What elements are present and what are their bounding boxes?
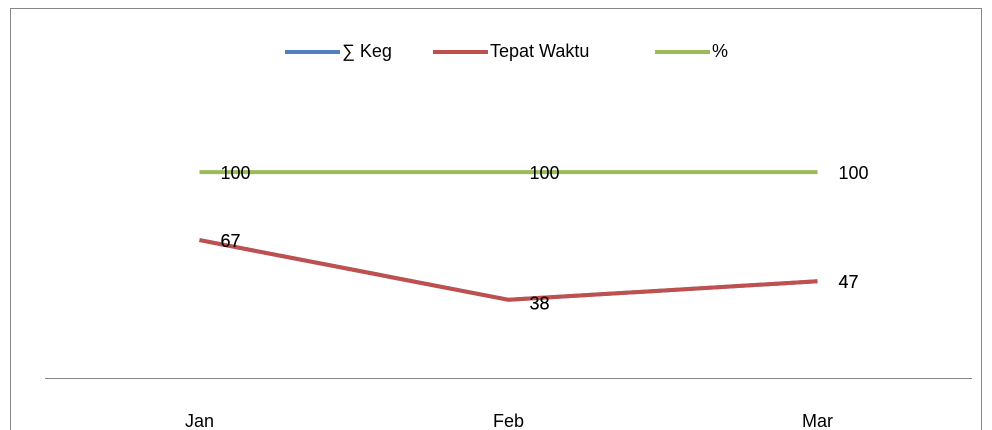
data-label: 47	[839, 272, 859, 292]
data-label: 100	[530, 163, 560, 183]
x-tick-label: Feb	[493, 411, 524, 430]
data-label: 38	[530, 294, 550, 314]
data-label: 100	[221, 163, 251, 183]
data-label: 47	[839, 272, 859, 292]
x-tick-label: Jan	[185, 411, 214, 430]
data-label: 67	[221, 231, 241, 251]
data-label: 100	[839, 163, 869, 183]
data-label: 67	[221, 231, 241, 251]
series-line	[199, 238, 818, 302]
data-label: 38	[530, 294, 550, 314]
legend-label: %	[712, 41, 728, 61]
legend-label: ∑ Keg	[342, 41, 392, 61]
chart-border	[10, 8, 982, 430]
x-tick-label: Mar	[802, 411, 833, 430]
legend-label: Tepat Waktu	[490, 41, 589, 61]
